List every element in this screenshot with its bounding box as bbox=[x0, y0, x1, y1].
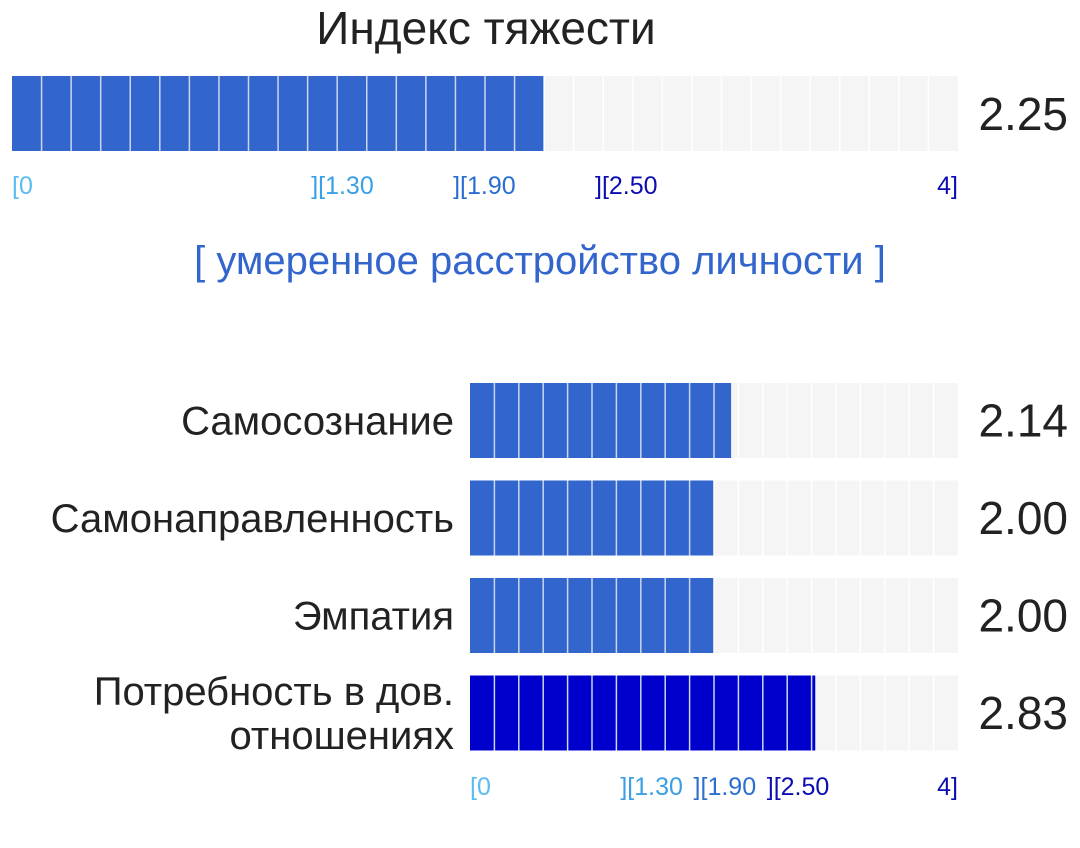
domain-value: 2.83 bbox=[978, 687, 1068, 739]
bottom-scale-tick-label: [0 bbox=[470, 773, 491, 801]
top-scale-tick-label: [0 bbox=[12, 172, 33, 200]
domain-bars-group: Самосознание 2.14 Самонаправленность 2.00 Эм… bbox=[51, 383, 1068, 758]
severity-index-value: 2.25 bbox=[978, 88, 1068, 140]
bottom-scale-tick-label: ][2.50 bbox=[767, 773, 830, 801]
bottom-scale-ticks: [0 ][1.30 ][1.90 ][2.50 4] bbox=[470, 773, 958, 801]
severity-index-bar-group: 2.25 bbox=[12, 76, 1068, 151]
domain-label: отношениях bbox=[230, 714, 454, 758]
bottom-scale-tick-label: ][1.90 bbox=[694, 773, 757, 801]
domain-value: 2.00 bbox=[978, 492, 1068, 544]
chart-title: Индекс тяжести bbox=[316, 2, 655, 54]
top-scale-ticks: [0 ][1.30 ][1.90 ][2.50 4] bbox=[12, 172, 958, 200]
domain-label: Самонаправленность bbox=[51, 497, 454, 541]
domain-value: 2.00 bbox=[978, 590, 1068, 642]
domain-label: Потребность в дов. bbox=[94, 670, 454, 714]
domain-bar-1-fill bbox=[470, 383, 732, 458]
top-scale-tick-label: ][2.50 bbox=[595, 172, 658, 200]
domain-bar-4-fill bbox=[470, 675, 816, 751]
bottom-scale-tick-label: ][1.30 bbox=[620, 773, 683, 801]
bottom-scale-tick-label: 4] bbox=[937, 773, 958, 801]
domain-label: Эмпатия bbox=[293, 595, 454, 639]
domain-label: Самосознание bbox=[181, 400, 454, 444]
top-scale-tick-label: ][1.30 bbox=[311, 172, 374, 200]
interpretation-label: [ умеренное расстройство личности ] bbox=[194, 239, 886, 283]
top-scale-tick-label: ][1.90 bbox=[453, 172, 516, 200]
top-scale-tick-label: 4] bbox=[937, 172, 958, 200]
domain-value: 2.14 bbox=[978, 395, 1068, 447]
